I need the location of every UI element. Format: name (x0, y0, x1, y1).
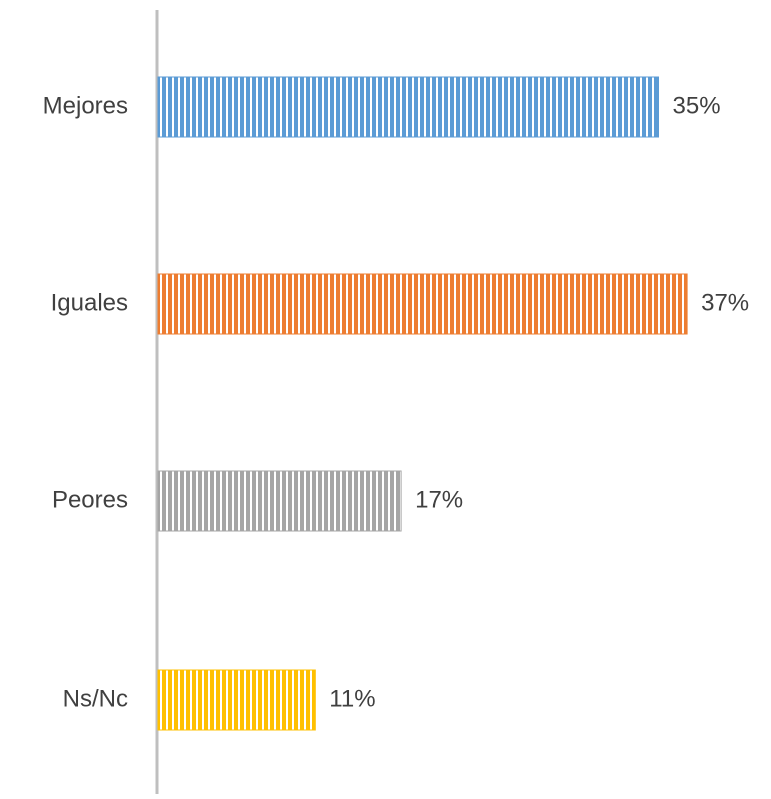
bar (157, 76, 659, 138)
bar (157, 470, 402, 532)
data-label: 11% (329, 685, 375, 712)
data-label: 17% (415, 486, 463, 513)
data-label: 35% (673, 92, 721, 119)
category-label: Ns/Nc (63, 685, 128, 712)
bar (157, 669, 316, 731)
category-label: Peores (52, 486, 128, 513)
category-label: Iguales (51, 289, 128, 316)
bar (157, 273, 688, 335)
category-label: Mejores (43, 92, 128, 119)
data-label: 37% (701, 289, 749, 316)
